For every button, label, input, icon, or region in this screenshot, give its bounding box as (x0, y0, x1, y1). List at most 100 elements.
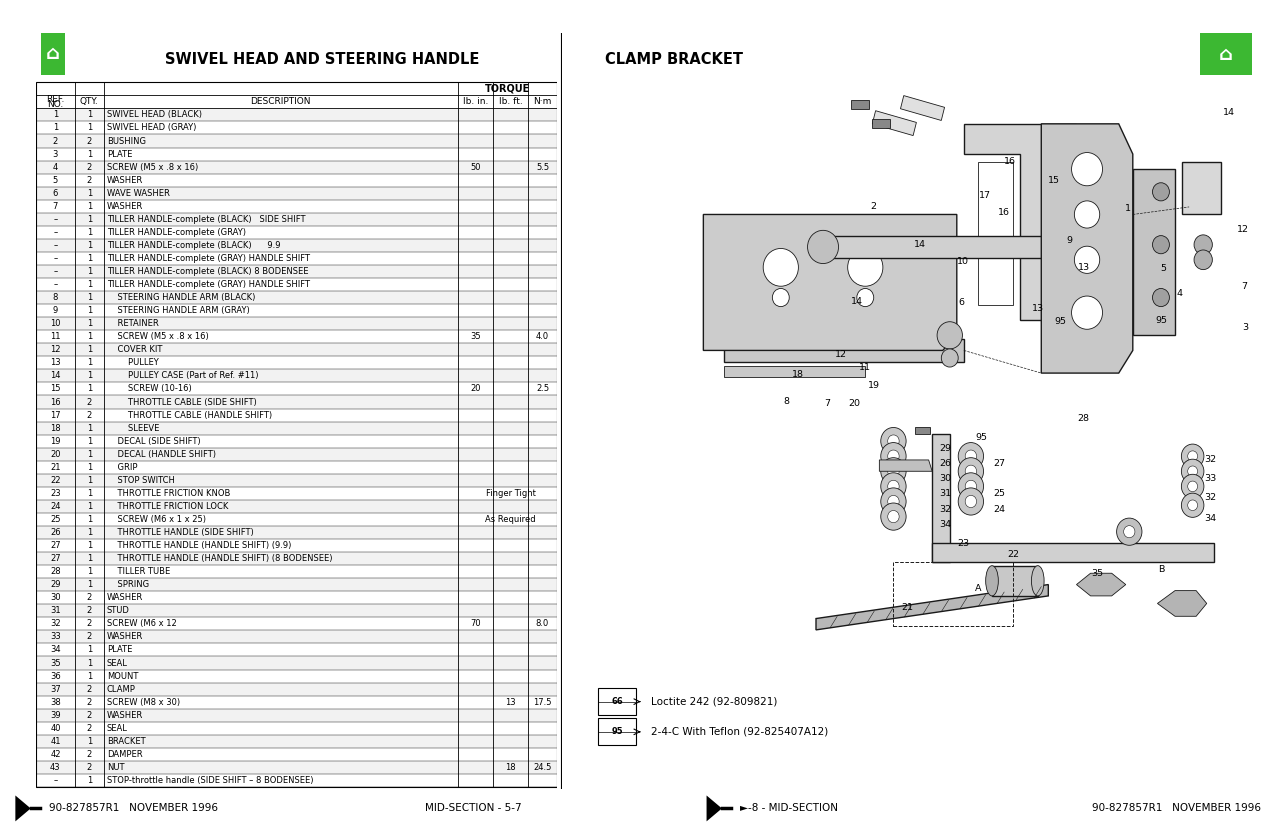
Text: 39: 39 (50, 710, 60, 720)
Text: A: A (974, 583, 982, 593)
Text: 8: 8 (52, 293, 58, 302)
Circle shape (888, 450, 899, 462)
Text: COVER KIT: COVER KIT (106, 345, 163, 354)
Text: 2: 2 (87, 176, 92, 184)
Circle shape (965, 481, 977, 492)
Circle shape (1074, 247, 1100, 273)
Text: 1: 1 (52, 110, 58, 120)
Text: DAMPER: DAMPER (106, 749, 142, 759)
Circle shape (881, 473, 906, 500)
Text: 16: 16 (1004, 157, 1015, 166)
Text: 2: 2 (87, 136, 92, 145)
Text: WASHER: WASHER (106, 632, 143, 642)
Text: DECAL (SIDE SHIFT): DECAL (SIDE SHIFT) (106, 437, 200, 446)
Text: 25: 25 (993, 490, 1005, 499)
Bar (992, 566, 1038, 596)
Text: 1: 1 (87, 320, 92, 328)
Text: 1: 1 (87, 359, 92, 368)
Circle shape (1152, 289, 1170, 306)
Text: lb. ft.: lb. ft. (499, 97, 522, 106)
Circle shape (881, 442, 906, 470)
Circle shape (763, 248, 799, 286)
Bar (36, 134, 557, 148)
Bar (36, 109, 557, 121)
Bar (41, 33, 65, 75)
Polygon shape (704, 214, 957, 350)
Circle shape (1188, 466, 1198, 476)
Text: 31: 31 (940, 490, 951, 499)
Text: 1: 1 (87, 188, 92, 198)
Text: WASHER: WASHER (106, 176, 143, 184)
Text: 41: 41 (50, 737, 60, 746)
Text: 1: 1 (87, 228, 92, 237)
Text: 4: 4 (1178, 290, 1183, 298)
Bar (36, 682, 557, 696)
Bar (1199, 33, 1253, 75)
Text: 2: 2 (87, 411, 92, 420)
Bar (36, 631, 557, 643)
Text: 26: 26 (940, 459, 951, 468)
Text: 35: 35 (470, 332, 481, 341)
Bar (36, 344, 557, 356)
Polygon shape (978, 162, 1014, 305)
Text: SCREW (M5 x .8 x 16): SCREW (M5 x .8 x 16) (106, 163, 198, 172)
Text: 6: 6 (52, 188, 58, 198)
Text: ►-8 - MID-SECTION: ►-8 - MID-SECTION (740, 803, 838, 813)
Text: 34: 34 (50, 646, 60, 655)
Text: 90-827857R1   NOVEMBER 1996: 90-827857R1 NOVEMBER 1996 (1092, 803, 1261, 813)
Text: CLAMP: CLAMP (106, 685, 136, 694)
Circle shape (959, 473, 983, 500)
Text: 12: 12 (1236, 225, 1248, 234)
Circle shape (1071, 153, 1102, 186)
Text: WASHER: WASHER (106, 202, 143, 211)
Circle shape (881, 488, 906, 515)
Circle shape (881, 503, 906, 530)
Text: 2: 2 (87, 163, 92, 172)
Text: 13: 13 (1078, 263, 1089, 272)
Text: 22: 22 (1007, 549, 1019, 559)
Text: SWIVEL HEAD AND STEERING HANDLE: SWIVEL HEAD AND STEERING HANDLE (165, 52, 480, 67)
Text: 11: 11 (859, 363, 872, 372)
Bar (932, 543, 1213, 562)
Text: TILLER HANDLE-complete (BLACK)      9.9: TILLER HANDLE-complete (BLACK) 9.9 (106, 241, 280, 250)
Polygon shape (817, 584, 1048, 630)
Text: 17: 17 (50, 411, 60, 420)
Circle shape (1181, 493, 1204, 517)
Text: ⌂: ⌂ (1219, 45, 1233, 64)
Text: 1: 1 (87, 463, 92, 471)
Text: 1: 1 (87, 280, 92, 289)
Text: 19: 19 (868, 382, 879, 390)
Text: NUT: NUT (106, 763, 124, 772)
Bar (36, 187, 557, 200)
Circle shape (965, 450, 977, 462)
Circle shape (881, 457, 906, 485)
Text: SCREW (M8 x 30): SCREW (M8 x 30) (106, 698, 179, 706)
Text: MOUNT: MOUNT (106, 671, 138, 681)
Text: 1: 1 (87, 371, 92, 380)
Text: 1: 1 (87, 332, 92, 341)
Text: 66: 66 (612, 697, 623, 706)
Text: 27: 27 (50, 541, 60, 550)
Bar (36, 212, 557, 226)
Circle shape (1188, 481, 1198, 491)
Text: BUSHING: BUSHING (106, 136, 146, 145)
Text: 1: 1 (87, 124, 92, 133)
Text: 40: 40 (50, 724, 60, 733)
Text: 23: 23 (957, 539, 970, 548)
Bar (1183, 162, 1221, 214)
Text: SCREW (10-16): SCREW (10-16) (106, 384, 192, 393)
Circle shape (1194, 235, 1212, 255)
Text: TILLER HANDLE-complete (GRAY) HANDLE SHIFT: TILLER HANDLE-complete (GRAY) HANDLE SHI… (106, 280, 310, 289)
Text: 1: 1 (52, 124, 58, 133)
Text: 32: 32 (1204, 493, 1216, 502)
Circle shape (888, 435, 899, 447)
Text: REF.: REF. (46, 95, 64, 104)
Text: 15: 15 (1048, 176, 1060, 185)
Bar (36, 500, 557, 513)
Text: –: – (54, 280, 58, 289)
Text: 3: 3 (52, 149, 58, 159)
Circle shape (772, 289, 790, 306)
Text: SWIVEL HEAD (GRAY): SWIVEL HEAD (GRAY) (106, 124, 196, 133)
Text: 1: 1 (87, 254, 92, 263)
Text: 1: 1 (87, 476, 92, 485)
